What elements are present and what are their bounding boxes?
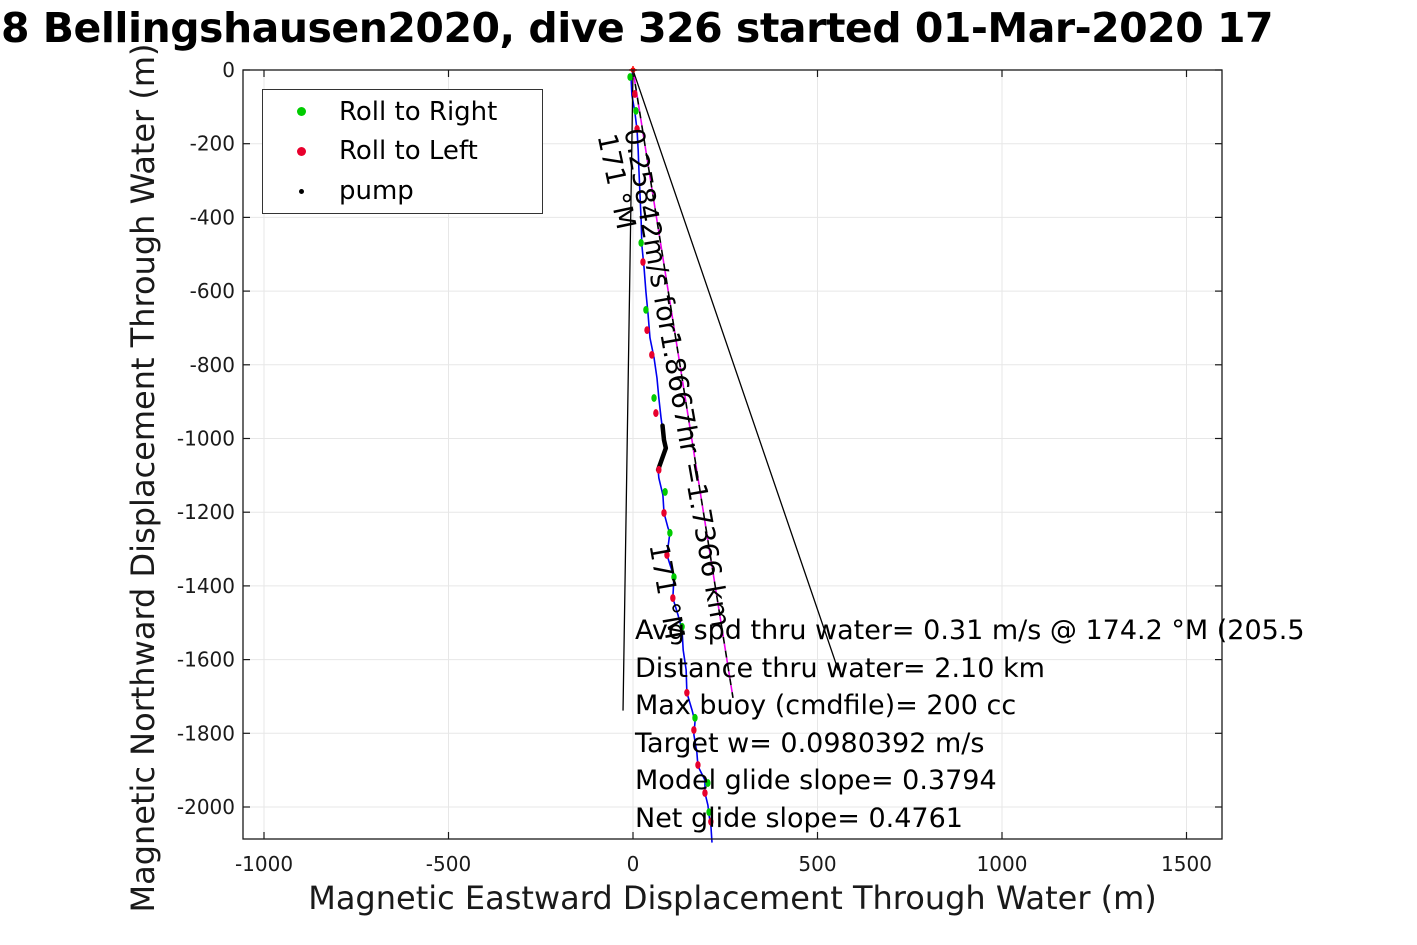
legend-label: Roll to Right	[339, 96, 498, 127]
pump-segment	[655, 423, 669, 473]
trajectory	[630, 69, 713, 843]
roll-right-marker	[679, 622, 685, 631]
roll-left-marker	[670, 594, 676, 602]
x-tick-label: 500	[798, 852, 836, 876]
roll-left-marker	[640, 258, 646, 266]
stat-model-slope: Model glide slope= 0.3794	[635, 765, 997, 796]
roll-right-marker	[643, 305, 649, 314]
roll-right-marker	[638, 238, 644, 247]
pump-legend-marker	[298, 188, 304, 194]
roll-left-legend-marker	[296, 146, 306, 156]
roll-left-marker	[634, 125, 640, 133]
roll-right-marker	[662, 488, 668, 496]
y-tick-label: 0	[222, 58, 235, 82]
roll-left-marker	[708, 817, 714, 826]
legend-item-roll-right: Roll to Right	[263, 93, 542, 131]
roll-left-marker	[684, 688, 690, 697]
y-tick-label: -1600	[177, 648, 235, 672]
roll-right-marker	[651, 394, 657, 402]
y-tick-label: -1400	[177, 574, 235, 598]
stats-annotation: Avg spd thru water= 0.31 m/s @ 174.2 °M …	[635, 612, 1305, 837]
x-tick-label: -1000	[235, 852, 293, 876]
legend-item-roll-left: Roll to Left	[263, 132, 542, 170]
stat-avg-speed: Avg spd thru water= 0.31 m/s @ 174.2 °M …	[635, 615, 1305, 646]
bearing-fan-right	[632, 69, 839, 671]
x-tick-label: 0	[627, 852, 640, 876]
roll-right-marker	[627, 73, 633, 81]
y-tick-label: -1200	[177, 500, 235, 524]
roll-left-marker	[644, 326, 650, 335]
roll-left-marker	[649, 350, 655, 359]
legend-label: pump	[339, 176, 414, 207]
y-tick-label: -200	[190, 132, 235, 156]
y-tick-label: -800	[190, 353, 235, 377]
roll-right-marker	[706, 808, 712, 817]
x-tick-label: -500	[426, 852, 471, 876]
x-tick-label: 1000	[977, 852, 1028, 876]
x-tick-label: 1500	[1161, 852, 1212, 876]
roll-left-marker	[695, 761, 701, 769]
stat-max-buoy: Max buoy (cmdfile)= 200 cc	[635, 690, 1017, 721]
roll-right-marker	[705, 779, 711, 787]
stat-target-w: Target w= 0.0980392 m/s	[635, 727, 985, 759]
stat-net-slope: Net glide slope= 0.4761	[635, 802, 963, 834]
roll-left-marker	[702, 789, 708, 797]
x-axis-label: Magnetic Eastward Displacement Through W…	[308, 879, 1157, 917]
roll-left-marker	[653, 409, 659, 417]
roll-left-marker	[661, 509, 667, 517]
legend-label: Roll to Left	[339, 136, 478, 167]
roll-left-marker	[632, 90, 638, 98]
track-dashed-line-magenta	[632, 69, 734, 699]
legend: Roll to Right Roll to Left pump	[262, 89, 543, 214]
roll-right-legend-marker	[296, 107, 306, 117]
roll-left-marker	[691, 726, 697, 734]
y-tick-label: -2000	[177, 795, 235, 819]
roll-right-marker	[692, 713, 698, 722]
legend-item-pump: pump	[263, 172, 542, 210]
roll-left-marker	[664, 551, 670, 559]
roll-left-marker	[656, 465, 662, 474]
plot-area	[242, 69, 1223, 840]
page-title: 8 Bellingshausen2020, dive 326 started 0…	[1, 4, 1274, 52]
roll-right-marker	[671, 573, 677, 581]
y-tick-label: -400	[190, 205, 235, 229]
bearing-fan-left	[622, 69, 634, 711]
roll-right-marker	[633, 107, 639, 115]
y-axis-label: Magnetic Northward Displacement Through …	[124, 43, 162, 913]
roll-right-marker	[667, 528, 673, 537]
stat-distance: Distance thru water= 2.10 km	[635, 652, 1045, 684]
y-tick-label: -1800	[177, 721, 235, 745]
y-tick-label: -600	[190, 279, 235, 303]
y-tick-label: -1000	[177, 427, 235, 451]
